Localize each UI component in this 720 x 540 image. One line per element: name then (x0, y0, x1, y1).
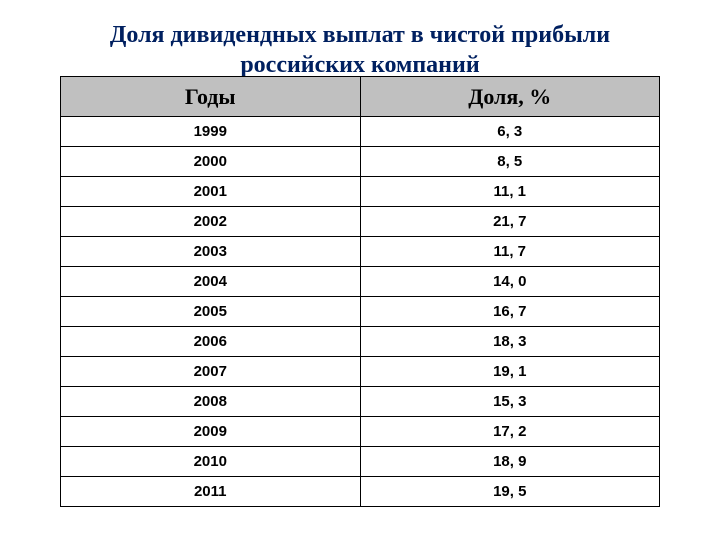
cell-share: 18, 9 (360, 447, 660, 477)
cell-share: 16, 7 (360, 297, 660, 327)
cell-year: 1999 (61, 117, 361, 147)
cell-year: 2005 (61, 297, 361, 327)
cell-share: 21, 7 (360, 207, 660, 237)
dividend-table: Годы Доля, % 1999 6, 3 2000 8, 5 2001 11… (60, 76, 660, 507)
cell-year: 2003 (61, 237, 361, 267)
table-row: 2005 16, 7 (61, 297, 660, 327)
cell-share: 11, 1 (360, 177, 660, 207)
cell-share: 6, 3 (360, 117, 660, 147)
cell-share: 19, 5 (360, 477, 660, 507)
table-row: 2009 17, 2 (61, 417, 660, 447)
table-row: 2008 15, 3 (61, 387, 660, 417)
table-row: 1999 6, 3 (61, 117, 660, 147)
table-row: 2004 14, 0 (61, 267, 660, 297)
cell-year: 2011 (61, 477, 361, 507)
cell-share: 8, 5 (360, 147, 660, 177)
cell-year: 2002 (61, 207, 361, 237)
cell-share: 11, 7 (360, 237, 660, 267)
cell-share: 17, 2 (360, 417, 660, 447)
cell-year: 2006 (61, 327, 361, 357)
table-row: 2011 19, 5 (61, 477, 660, 507)
table-row: 2000 8, 5 (61, 147, 660, 177)
page-title: Доля дивидендных выплат в чистой прибыли… (60, 20, 660, 80)
col-header-year: Годы (61, 77, 361, 117)
cell-year: 2007 (61, 357, 361, 387)
table-row: 2007 19, 1 (61, 357, 660, 387)
cell-share: 18, 3 (360, 327, 660, 357)
cell-year: 2004 (61, 267, 361, 297)
col-header-share: Доля, % (360, 77, 660, 117)
table-row: 2010 18, 9 (61, 447, 660, 477)
cell-year: 2009 (61, 417, 361, 447)
cell-year: 2001 (61, 177, 361, 207)
table-row: 2006 18, 3 (61, 327, 660, 357)
table-row: 2002 21, 7 (61, 207, 660, 237)
cell-year: 2010 (61, 447, 361, 477)
table-row: 2003 11, 7 (61, 237, 660, 267)
table-header-row: Годы Доля, % (61, 77, 660, 117)
cell-share: 19, 1 (360, 357, 660, 387)
table-row: 2001 11, 1 (61, 177, 660, 207)
cell-year: 2008 (61, 387, 361, 417)
cell-year: 2000 (61, 147, 361, 177)
cell-share: 15, 3 (360, 387, 660, 417)
cell-share: 14, 0 (360, 267, 660, 297)
